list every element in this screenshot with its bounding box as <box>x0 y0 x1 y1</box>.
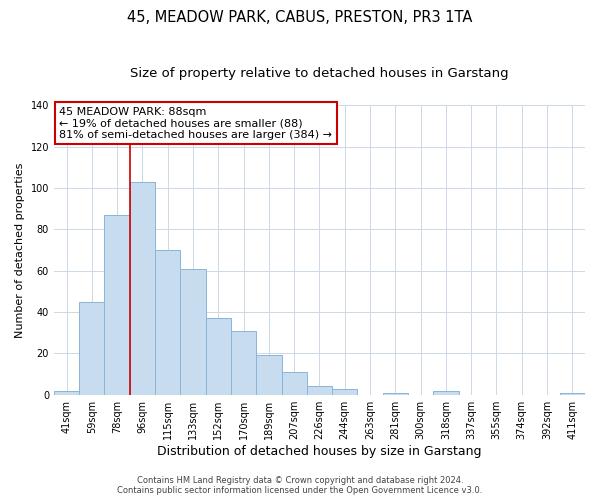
Text: Contains HM Land Registry data © Crown copyright and database right 2024.
Contai: Contains HM Land Registry data © Crown c… <box>118 476 482 495</box>
Title: Size of property relative to detached houses in Garstang: Size of property relative to detached ho… <box>130 68 509 80</box>
Bar <box>130 182 155 394</box>
Bar <box>256 356 281 395</box>
X-axis label: Distribution of detached houses by size in Garstang: Distribution of detached houses by size … <box>157 444 482 458</box>
Bar <box>79 302 104 394</box>
Text: 45 MEADOW PARK: 88sqm
← 19% of detached houses are smaller (88)
81% of semi-deta: 45 MEADOW PARK: 88sqm ← 19% of detached … <box>59 106 332 140</box>
Text: 45, MEADOW PARK, CABUS, PRESTON, PR3 1TA: 45, MEADOW PARK, CABUS, PRESTON, PR3 1TA <box>127 10 473 25</box>
Bar <box>332 388 358 394</box>
Bar <box>155 250 181 394</box>
Bar <box>307 386 332 394</box>
Bar <box>231 330 256 394</box>
Y-axis label: Number of detached properties: Number of detached properties <box>15 162 25 338</box>
Bar <box>104 215 130 394</box>
Bar <box>206 318 231 394</box>
Bar <box>54 390 79 394</box>
Bar <box>383 392 408 394</box>
Bar <box>433 390 458 394</box>
Bar <box>560 392 585 394</box>
Bar <box>181 268 206 394</box>
Bar <box>281 372 307 394</box>
